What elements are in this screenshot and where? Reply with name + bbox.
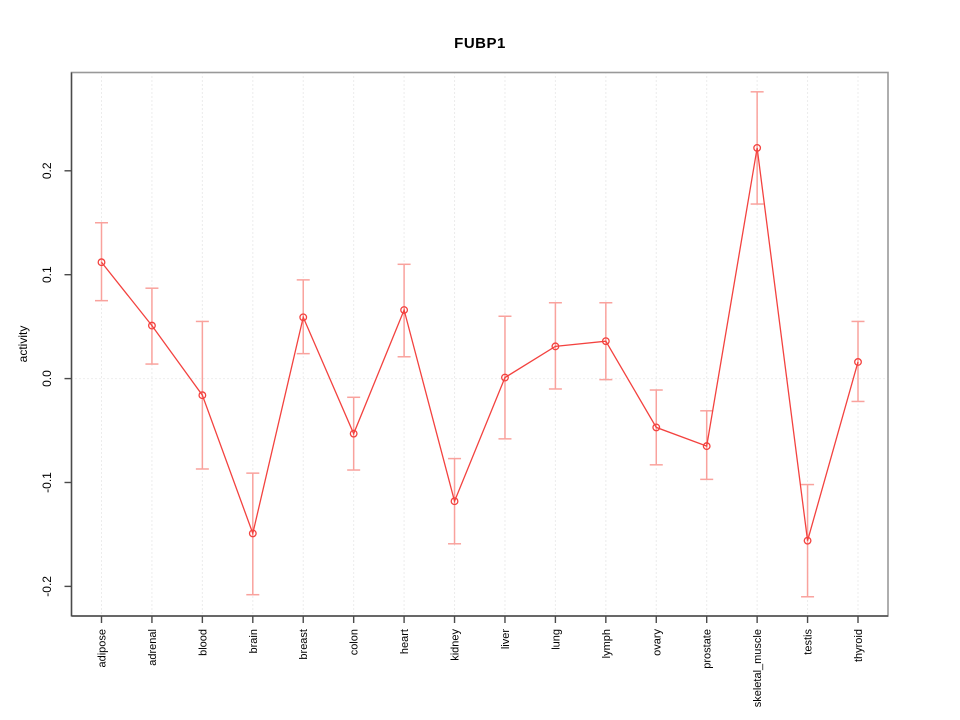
svg-text:colon: colon xyxy=(349,629,361,655)
data-points xyxy=(97,143,862,545)
x-axis-labels: adipose adrenal blood brain breast colon heart… xyxy=(97,616,865,707)
y-axis-labels: -0.2 -0.1 0.0 0.1 0.2 xyxy=(40,162,72,597)
svg-text:-0.2: -0.2 xyxy=(40,576,54,597)
svg-text:blood: blood xyxy=(197,629,209,656)
svg-text:0.2: 0.2 xyxy=(40,162,54,179)
svg-text:adrenal: adrenal xyxy=(147,629,159,666)
error-bars xyxy=(95,91,865,598)
svg-text:breast: breast xyxy=(298,629,310,660)
svg-text:0.1: 0.1 xyxy=(40,266,54,283)
svg-text:lymph: lymph xyxy=(601,629,613,658)
svg-text:testis: testis xyxy=(803,629,815,655)
svg-text:ovary: ovary xyxy=(651,629,663,656)
svg-text:liver: liver xyxy=(500,629,512,650)
plot-border xyxy=(70,71,889,617)
axes xyxy=(70,72,888,617)
svg-text:thyroid: thyroid xyxy=(853,629,865,662)
svg-text:0.0: 0.0 xyxy=(40,370,54,387)
svg-text:adipose: adipose xyxy=(97,629,109,668)
svg-text:-0.1: -0.1 xyxy=(40,472,54,493)
svg-text:heart: heart xyxy=(399,629,411,654)
chart-title: FUBP1 xyxy=(454,35,506,52)
svg-text:lung: lung xyxy=(550,629,562,650)
gridlines xyxy=(71,72,888,616)
svg-text:skeletal_muscle: skeletal_muscle xyxy=(752,629,764,707)
svg-text:prostate: prostate xyxy=(702,629,714,669)
svg-text:kidney: kidney xyxy=(450,629,462,661)
svg-text:brain: brain xyxy=(248,629,260,653)
series-line xyxy=(100,147,859,541)
